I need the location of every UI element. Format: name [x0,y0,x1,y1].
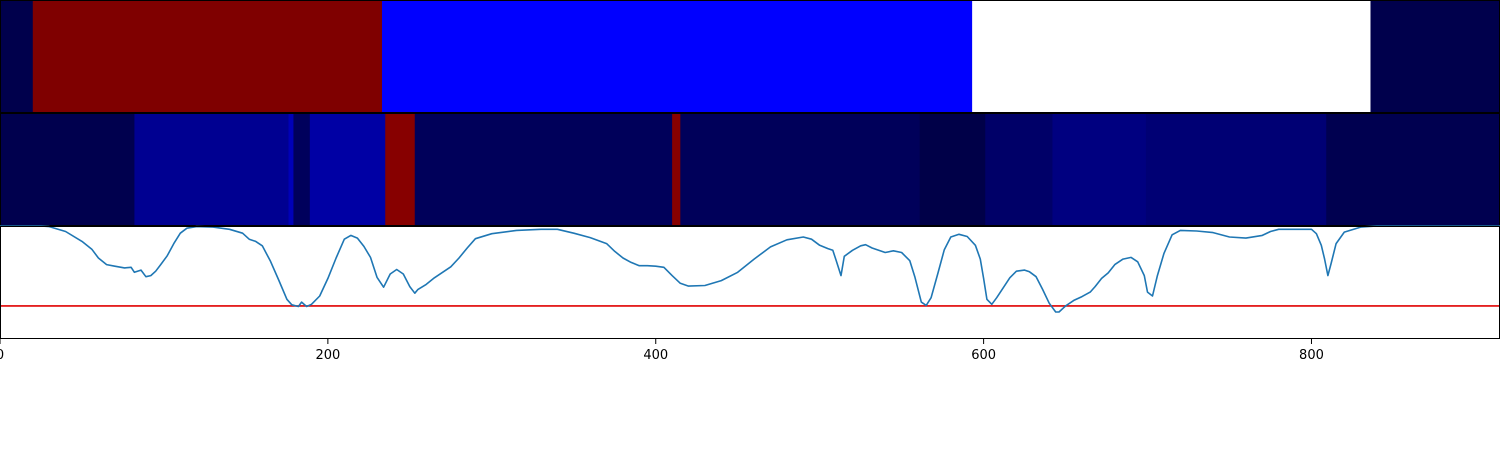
score-cell [985,113,1054,226]
signal-line [0,225,1500,313]
x-tick-label: 600 [971,348,996,363]
signal-track-frame [0,226,1500,339]
score-cell [672,113,681,226]
signal-track [0,225,1500,313]
x-tick-label: 0 [0,348,4,363]
score-cell [293,113,311,226]
x-tick-label: 400 [643,348,668,363]
segment-cell [1370,0,1500,113]
segments-track [0,0,1500,113]
segment-cell [972,0,1372,113]
score-cell [414,113,673,226]
score-cell [1052,113,1147,226]
score-cell [1326,113,1500,226]
score-cell [134,113,290,226]
score-cell [385,113,416,226]
segment-cell [381,0,973,113]
x-tick-label: 800 [1299,348,1324,363]
x-tick-label: 200 [315,348,340,363]
score-cell [309,113,386,226]
score-cell [1145,113,1327,226]
score-cell [680,113,921,226]
score-cell [0,113,136,226]
segment-cell [32,0,383,113]
scores-track [0,113,1500,226]
segment-cell [0,0,34,113]
score-cell [919,113,986,226]
x-axis: 0 200 400 600 800 [0,339,1324,363]
score-cell [288,113,295,226]
